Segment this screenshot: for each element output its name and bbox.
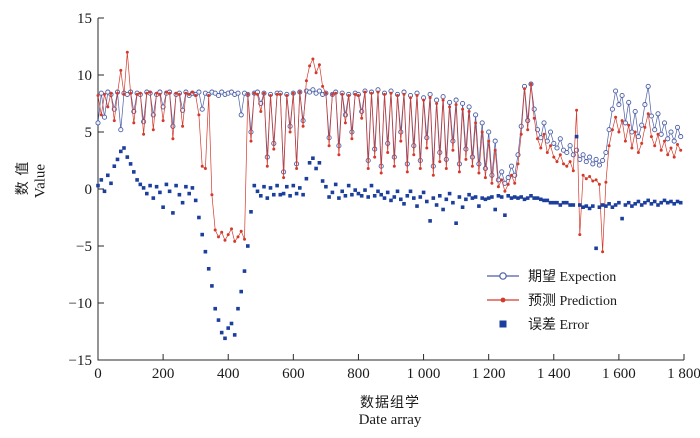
series-error — [96, 134, 683, 341]
x-axis-label-zh: 数据组学 — [360, 396, 420, 411]
svg-text:15: 15 — [77, 11, 92, 27]
expectation-legend-marker-icon — [487, 272, 519, 280]
svg-text:1 600: 1 600 — [602, 366, 636, 382]
svg-text:−15: −15 — [69, 353, 92, 369]
svg-text:10: 10 — [77, 68, 92, 84]
svg-text:200: 200 — [152, 366, 175, 382]
svg-text:400: 400 — [217, 366, 240, 382]
prediction-legend-marker-icon — [487, 297, 519, 303]
svg-text:1 000: 1 000 — [407, 366, 441, 382]
svg-text:1 200: 1 200 — [472, 366, 506, 382]
y-axis-label-zh: 数 值 — [16, 160, 31, 196]
svg-text:−10: −10 — [69, 296, 92, 312]
series-expectation — [95, 81, 684, 186]
legend: 期望 Expection 预测 Prediction 误差 Error — [486, 264, 617, 336]
svg-text:1 400: 1 400 — [537, 366, 571, 382]
svg-text:0: 0 — [94, 366, 102, 382]
error-legend-marker-icon — [499, 320, 507, 328]
axes — [97, 17, 685, 361]
legend-item-prediction: 预测 Prediction — [486, 288, 617, 312]
svg-text:600: 600 — [282, 366, 305, 382]
x-axis-label-en: Date array — [358, 412, 422, 428]
y-tick-labels: −15 −10 −5 0 5 10 15 — [69, 11, 92, 369]
legend-label-error: 误差 Error — [528, 318, 590, 333]
y-axis-label-en: Value — [32, 163, 49, 199]
legend-item-expectation: 期望 Expection — [486, 264, 617, 288]
svg-text:5: 5 — [85, 125, 93, 141]
legend-label-expectation: 期望 Expection — [528, 270, 617, 285]
legend-item-error: 误差 Error — [486, 312, 617, 336]
x-tick-labels: 0 200 400 600 800 1 000 1 200 1 400 1 600 1 800 — [94, 366, 700, 382]
svg-text:−5: −5 — [76, 239, 92, 255]
svg-text:1 800: 1 800 — [667, 366, 700, 382]
legend-label-prediction: 预测 Prediction — [528, 294, 618, 309]
series-prediction — [96, 50, 683, 254]
svg-text:0: 0 — [85, 182, 93, 198]
svg-text:800: 800 — [347, 366, 370, 382]
